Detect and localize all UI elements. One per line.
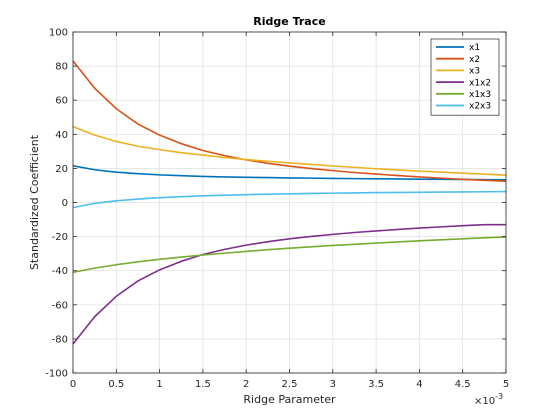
legend-label-x1x3: x1x3 bbox=[469, 90, 491, 100]
x-tick-label: 1.5 bbox=[195, 379, 211, 390]
x-tick-label: 5 bbox=[503, 379, 509, 390]
x-tick-label: 2.5 bbox=[282, 379, 298, 390]
x-axis-title: Ridge Parameter bbox=[243, 393, 336, 406]
legend-label-x3: x3 bbox=[469, 67, 480, 77]
legend-label-x1x2: x1x2 bbox=[469, 78, 491, 88]
x-tick-label: 3.5 bbox=[368, 379, 384, 390]
series-line-x1x2 bbox=[72, 223, 506, 345]
y-tick-label: -20 bbox=[52, 232, 68, 243]
x-axis-exponent-base: ×10 bbox=[474, 396, 495, 407]
y-axis-title: Standardized Coefficient bbox=[28, 134, 41, 270]
series-line-x2x3 bbox=[72, 190, 507, 209]
y-tick-label: -40 bbox=[52, 266, 68, 277]
x-tick-label: 2 bbox=[243, 379, 249, 390]
y-tick-label: -60 bbox=[52, 300, 68, 311]
y-tick-label: 60 bbox=[55, 96, 68, 107]
y-tick-label: 80 bbox=[55, 62, 68, 73]
series-line-x3 bbox=[72, 125, 507, 177]
y-tick-label: 100 bbox=[49, 28, 68, 39]
x-tick-label: 0 bbox=[70, 379, 76, 390]
series-line-x1x3 bbox=[72, 236, 507, 274]
series-lines bbox=[72, 60, 507, 345]
x-tick-label: 4 bbox=[416, 379, 422, 390]
series-line-x2 bbox=[72, 60, 507, 182]
series-line-x1 bbox=[72, 165, 507, 181]
y-tick-label: -80 bbox=[52, 334, 68, 345]
x-tick-label: 0.5 bbox=[108, 379, 124, 390]
y-tick-label: -100 bbox=[45, 369, 68, 380]
chart-title: Ridge Trace bbox=[253, 15, 325, 28]
legend-label-x2: x2 bbox=[469, 55, 480, 65]
legend-box bbox=[430, 38, 500, 116]
y-tick-label: 20 bbox=[55, 164, 68, 175]
y-tick-label: 0 bbox=[62, 198, 68, 209]
x-tick-label: 3 bbox=[330, 379, 336, 390]
x-tick-label: 4.5 bbox=[455, 379, 471, 390]
legend-label-x2x3: x2x3 bbox=[469, 102, 491, 112]
legend-label-x1: x1 bbox=[469, 43, 480, 53]
y-tick-label: 40 bbox=[55, 130, 68, 141]
x-axis-exponent: ×10-3 bbox=[474, 392, 503, 407]
ticks: 0 0.5 1 1.5 2 2.5 3 3.5 4 4.5 5 -100 -80 -60 -40 -20 0 20… bbox=[45, 28, 509, 391]
x-tick-label: 1 bbox=[156, 379, 162, 390]
x-axis-exponent-power: -3 bbox=[495, 392, 503, 401]
